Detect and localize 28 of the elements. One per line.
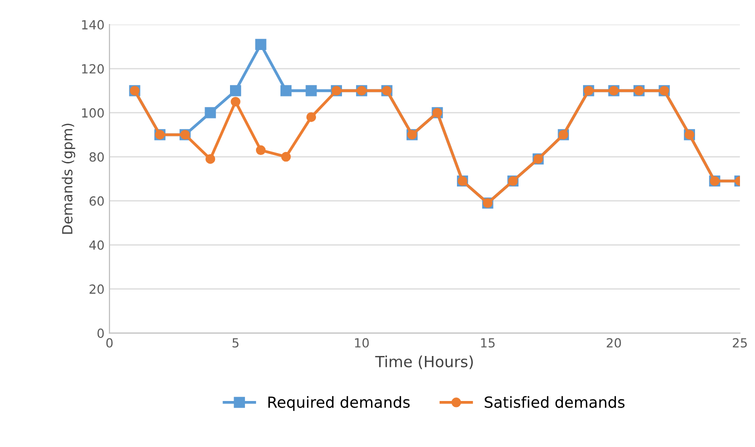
point <box>204 107 216 118</box>
legend-label: Satisfied demands <box>484 396 625 408</box>
y-axis-title: Demands (gpm) <box>62 124 76 234</box>
y-tick-label: 100 <box>82 108 104 118</box>
point <box>205 154 216 164</box>
x-axis-title: Time (Hours) <box>375 356 473 370</box>
legend-label: Required demands <box>268 396 410 411</box>
y-tick-label: 80 <box>90 152 104 162</box>
y-tick-label: 20 <box>90 284 104 294</box>
y-tick-label: 120 <box>82 64 104 74</box>
x-tick-label: 10 <box>355 338 369 348</box>
point <box>230 85 242 96</box>
point <box>256 145 266 156</box>
y-tick-label: 0 <box>97 328 104 338</box>
point <box>255 38 266 50</box>
point <box>281 152 291 162</box>
point <box>230 96 240 107</box>
point <box>306 85 317 96</box>
x-tick-label: 5 <box>232 338 238 348</box>
point <box>280 85 292 96</box>
point <box>306 112 316 122</box>
x-tick-label: 25 <box>732 338 747 348</box>
x-tick-label: 20 <box>606 338 621 348</box>
y-tick-label: 60 <box>90 196 104 206</box>
x-tick-label: 0 <box>106 338 113 348</box>
y-tick-label: 140 <box>82 20 104 30</box>
x-tick-label: 15 <box>481 338 495 348</box>
y-tick-label: 40 <box>89 240 104 250</box>
